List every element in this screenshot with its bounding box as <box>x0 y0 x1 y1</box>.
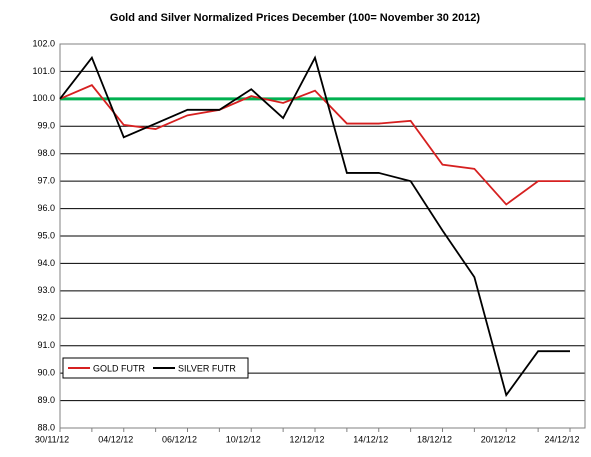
x-tick-label: 04/12/12 <box>98 434 133 444</box>
y-tick-label: 100.0 <box>32 93 55 103</box>
y-tick-label: 93.0 <box>37 285 55 295</box>
x-tick-label: 06/12/12 <box>162 434 197 444</box>
series-line <box>59 55 570 398</box>
legend-label: GOLD FUTR <box>93 363 146 373</box>
y-tick-label: 90.0 <box>37 368 55 378</box>
y-tick-label: 97.0 <box>37 176 55 186</box>
y-tick-label: 89.0 <box>37 395 55 405</box>
y-tick-label: 94.0 <box>37 258 55 268</box>
y-tick-label: 88.0 <box>37 422 55 432</box>
x-tick-label: 10/12/12 <box>226 434 261 444</box>
x-tick-label: 14/12/12 <box>353 434 388 444</box>
legend-label: SILVER FUTR <box>178 363 236 373</box>
y-tick-label: 96.0 <box>37 203 55 213</box>
y-tick-label: 101.0 <box>32 66 55 76</box>
y-tick-label: 95.0 <box>37 230 55 240</box>
y-tick-label: 99.0 <box>37 121 55 131</box>
x-tick-label: 24/12/12 <box>544 434 579 444</box>
x-tick-label: 20/12/12 <box>481 434 516 444</box>
x-tick-label: 30/11/12 <box>35 434 69 444</box>
chart-title: Gold and Silver Normalized Prices Decemb… <box>110 12 481 24</box>
y-tick-label: 92.0 <box>37 313 55 323</box>
y-tick-label: 102.0 <box>32 38 55 48</box>
x-tick-label: 18/12/12 <box>417 434 452 444</box>
x-tick-label: 12/12/12 <box>289 434 324 444</box>
y-tick-label: 91.0 <box>37 340 55 350</box>
plot-frame <box>59 43 586 429</box>
y-tick-label: 98.0 <box>37 148 55 158</box>
